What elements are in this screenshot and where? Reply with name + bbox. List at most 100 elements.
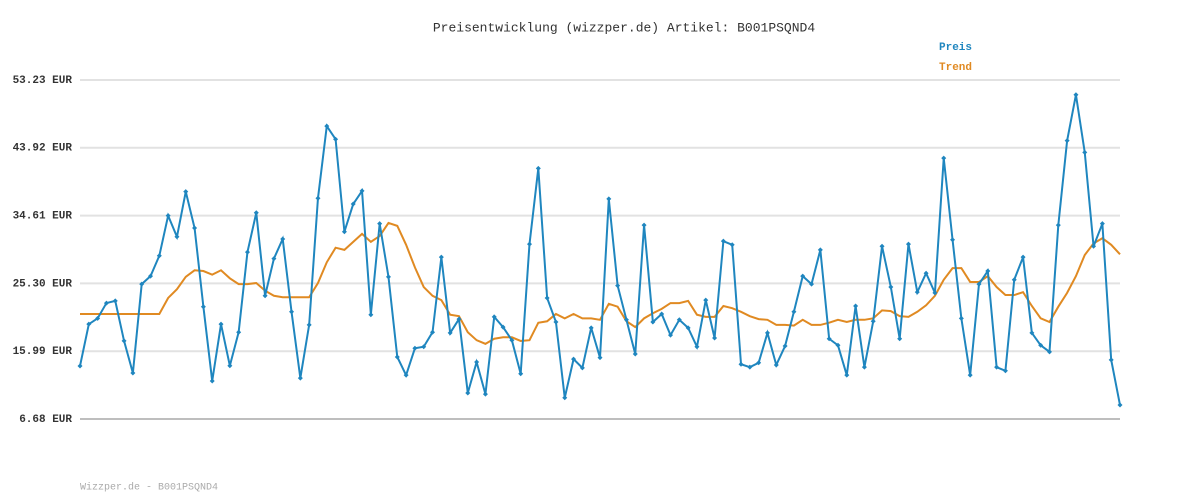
point-marker <box>1082 149 1088 155</box>
point-marker <box>958 315 964 321</box>
point-marker <box>130 370 136 376</box>
point-marker <box>121 338 127 344</box>
point-marker <box>923 270 929 276</box>
point-marker <box>650 319 656 325</box>
point-marker <box>227 363 233 369</box>
point-marker <box>482 391 488 397</box>
point-marker <box>632 351 638 357</box>
point-marker <box>262 293 268 299</box>
point-marker <box>183 189 189 195</box>
point-marker <box>861 364 867 370</box>
point-marker <box>853 303 859 309</box>
point-marker <box>1117 402 1123 408</box>
y-tick-label: 53.23 EUR <box>13 75 73 87</box>
point-marker <box>994 364 1000 370</box>
point-marker <box>139 281 145 287</box>
point-marker <box>1020 254 1026 260</box>
point-marker <box>1073 92 1079 98</box>
point-marker <box>526 241 532 247</box>
point-marker <box>447 330 453 336</box>
point-marker <box>280 236 286 242</box>
point-marker <box>200 304 206 310</box>
point-marker <box>192 225 198 231</box>
point-marker <box>932 290 938 296</box>
point-marker <box>271 256 277 262</box>
point-marker <box>676 317 682 323</box>
point-marker <box>165 213 171 219</box>
point-marker <box>905 241 911 247</box>
point-marker <box>209 378 215 384</box>
point-marker <box>712 335 718 341</box>
point-marker <box>289 309 295 315</box>
point-marker <box>1011 277 1017 283</box>
point-marker <box>350 201 356 207</box>
point-marker <box>588 325 594 331</box>
point-marker <box>809 281 815 287</box>
point-marker <box>782 343 788 349</box>
point-marker <box>174 234 180 240</box>
y-tick-label: 43.92 EUR <box>13 143 73 155</box>
point-marker <box>985 268 991 274</box>
point-marker <box>694 344 700 350</box>
point-marker <box>438 254 444 260</box>
point-marker <box>103 300 109 306</box>
point-marker <box>1064 138 1070 144</box>
point-marker <box>95 315 101 321</box>
point-marker <box>817 247 823 253</box>
point-marker <box>835 342 841 348</box>
point-marker <box>897 336 903 342</box>
y-tick-label: 6.68 EUR <box>19 414 72 426</box>
point-marker <box>1091 243 1097 249</box>
point-marker <box>641 222 647 228</box>
point-marker <box>403 372 409 378</box>
point-marker <box>623 317 629 323</box>
point-marker <box>976 281 982 287</box>
point-marker <box>950 237 956 243</box>
point-marker <box>518 371 524 377</box>
point-marker <box>668 332 674 338</box>
point-marker <box>615 283 621 289</box>
point-marker <box>297 375 303 381</box>
point-marker <box>888 284 894 290</box>
point-marker <box>703 297 709 303</box>
point-marker <box>941 155 947 161</box>
point-marker <box>368 312 374 318</box>
point-marker <box>1029 330 1035 336</box>
point-marker <box>333 136 339 142</box>
point-marker <box>1108 357 1114 363</box>
point-marker <box>756 360 762 366</box>
point-marker <box>306 322 312 328</box>
point-marker <box>86 321 92 327</box>
point-marker <box>112 298 118 304</box>
point-marker <box>148 273 154 279</box>
footer: Wizzper.de - B001PSQND4 <box>80 482 218 494</box>
point-marker <box>800 273 806 279</box>
point-marker <box>826 336 832 342</box>
point-marker <box>509 337 515 343</box>
point-marker <box>385 274 391 280</box>
point-marker <box>77 363 83 369</box>
point-marker <box>394 354 400 360</box>
point-marker <box>729 242 735 248</box>
point-marker <box>341 229 347 235</box>
point-marker <box>791 309 797 315</box>
point-marker <box>562 395 568 401</box>
point-marker <box>500 324 506 330</box>
point-marker <box>606 196 612 202</box>
chart-title: Preisentwicklung (wizzper.de) Artikel: B… <box>433 20 815 35</box>
point-marker <box>579 365 585 371</box>
point-marker <box>1002 368 1008 374</box>
point-marker <box>720 238 726 244</box>
point-marker <box>597 355 603 361</box>
point-marker <box>879 243 885 249</box>
point-marker <box>685 325 691 331</box>
point-marker <box>1046 349 1052 355</box>
point-marker <box>659 311 665 317</box>
series-line <box>80 221 1121 345</box>
point-marker <box>315 195 321 201</box>
point-marker <box>412 345 418 351</box>
y-tick-label: 15.99 EUR <box>13 346 73 358</box>
legend-label: Trend <box>939 62 972 74</box>
